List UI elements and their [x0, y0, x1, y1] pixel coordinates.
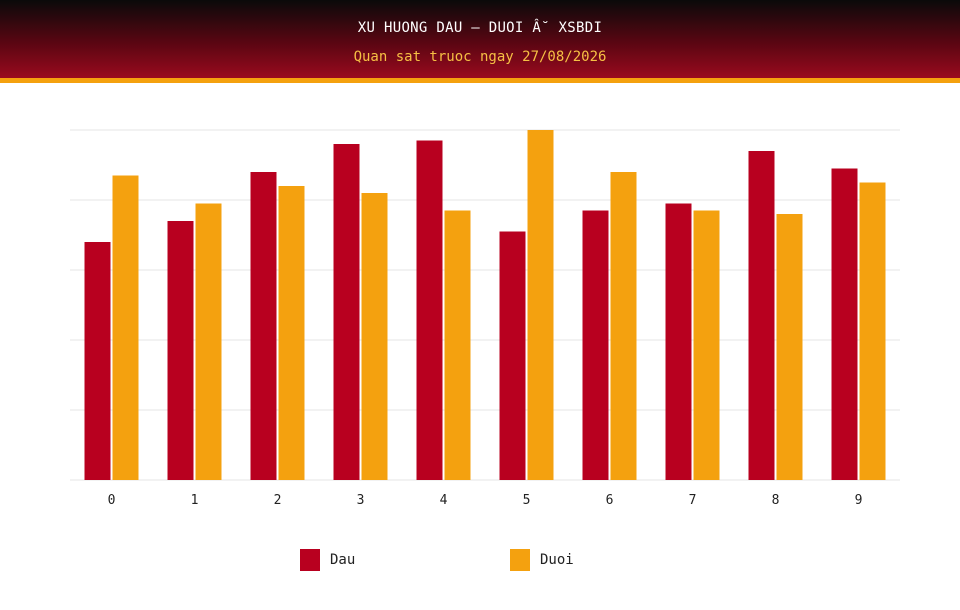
bar-dau-5[interactable] [499, 231, 526, 481]
chart-header: XU HUONG DAU – DUOI Â˘ XSBDI Quan sat tr… [0, 0, 960, 83]
bar-duoi-4[interactable] [444, 210, 471, 481]
x-tick-label: 0 [108, 493, 116, 508]
bar-dau-1[interactable] [167, 221, 194, 480]
bars [84, 130, 886, 481]
legend-label-duoi: Duoi [540, 552, 574, 568]
legend-item-dau[interactable]: Dau [300, 549, 355, 571]
bar-duoi-3[interactable] [361, 193, 388, 480]
x-tick-label: 4 [440, 493, 448, 508]
chart-title: XU HUONG DAU – DUOI Â˘ XSBDI [357, 20, 603, 36]
x-tick-label: 9 [855, 493, 863, 508]
legend-item-duoi[interactable]: Duoi [510, 549, 574, 571]
bar-duoi-8[interactable] [776, 214, 803, 480]
bar-chart: 0 1 2 3 4 5 6 7 8 9 [70, 129, 900, 508]
legend-swatch-dau [300, 549, 320, 571]
x-tick-label: 1 [191, 493, 199, 508]
x-tick-labels: 0 1 2 3 4 5 6 7 8 9 [108, 493, 863, 508]
x-tick-label: 3 [357, 493, 365, 508]
bar-dau-0[interactable] [84, 242, 111, 480]
bar-dau-2[interactable] [250, 172, 277, 480]
x-tick-label: 8 [772, 493, 780, 508]
legend-swatch-duoi [510, 549, 530, 571]
legend-label-dau: Dau [330, 552, 356, 568]
x-tick-label: 2 [274, 493, 282, 508]
x-tick-label: 7 [689, 493, 697, 508]
chart-subtitle: Quan sat truoc ngay 27/08/2026 [353, 49, 607, 65]
bar-dau-6[interactable] [582, 210, 609, 481]
x-tick-label: 5 [523, 493, 531, 508]
bar-duoi-6[interactable] [610, 172, 637, 480]
bar-dau-4[interactable] [416, 140, 443, 481]
x-tick-label: 6 [606, 493, 614, 508]
bar-duoi-0[interactable] [112, 175, 139, 481]
bar-duoi-1[interactable] [195, 203, 222, 481]
gridlines [70, 129, 900, 481]
bar-duoi-7[interactable] [693, 210, 720, 481]
bar-duoi-5[interactable] [527, 130, 554, 480]
bar-dau-3[interactable] [333, 144, 360, 480]
bar-duoi-9[interactable] [859, 182, 886, 481]
chart-legend: Dau Duoi [0, 549, 960, 573]
bar-dau-8[interactable] [748, 151, 775, 480]
bar-dau-7[interactable] [665, 203, 692, 481]
bar-dau-9[interactable] [831, 168, 858, 481]
bar-duoi-2[interactable] [278, 186, 305, 480]
